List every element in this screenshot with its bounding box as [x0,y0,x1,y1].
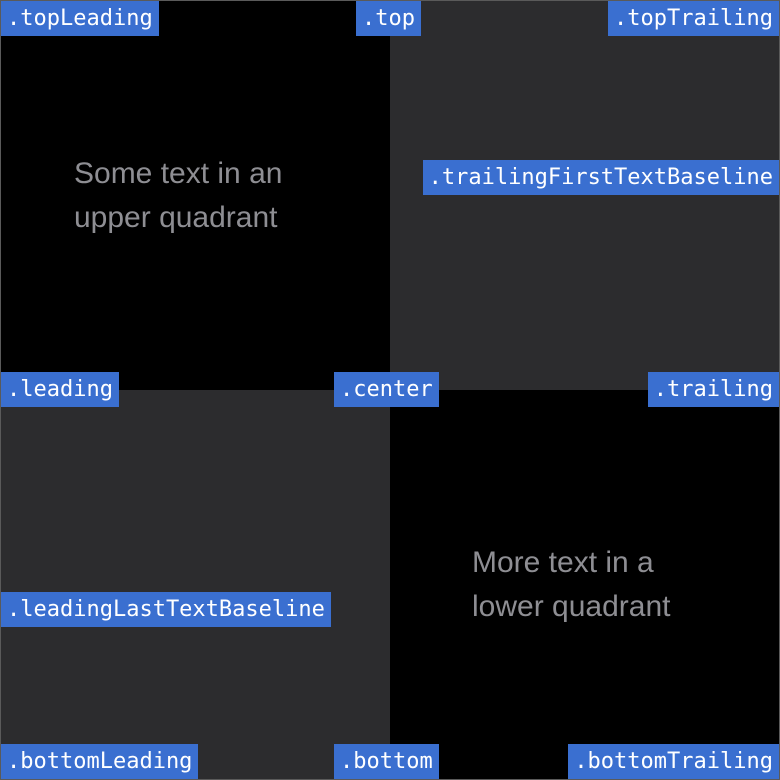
label-bottom-trailing: .bottomTrailing [568,744,779,779]
label-leading: .leading [1,372,119,407]
quadrant-top-right [390,1,779,390]
label-bottom-leading: .bottomLeading [1,744,199,779]
quadrant-bottom-right: More text in a lower quadrant [390,390,779,779]
label-trailing-first-text-baseline: .trailingFirstTextBaseline [422,160,779,195]
quadrant-bottom-left [1,390,390,779]
label-top: .top [356,1,421,36]
label-leading-last-text-baseline: .leadingLastTextBaseline [1,592,331,627]
label-trailing: .trailing [647,372,779,407]
label-center: .center [334,372,439,407]
label-bottom: .bottom [334,744,439,779]
quadrant-top-left: Some text in an upper quadrant [1,1,390,390]
label-top-trailing: .topTrailing [608,1,779,36]
upper-quadrant-text: Some text in an upper quadrant [74,157,283,234]
label-top-leading: .topLeading [1,1,159,36]
lower-quadrant-text: More text in a lower quadrant [472,546,671,623]
